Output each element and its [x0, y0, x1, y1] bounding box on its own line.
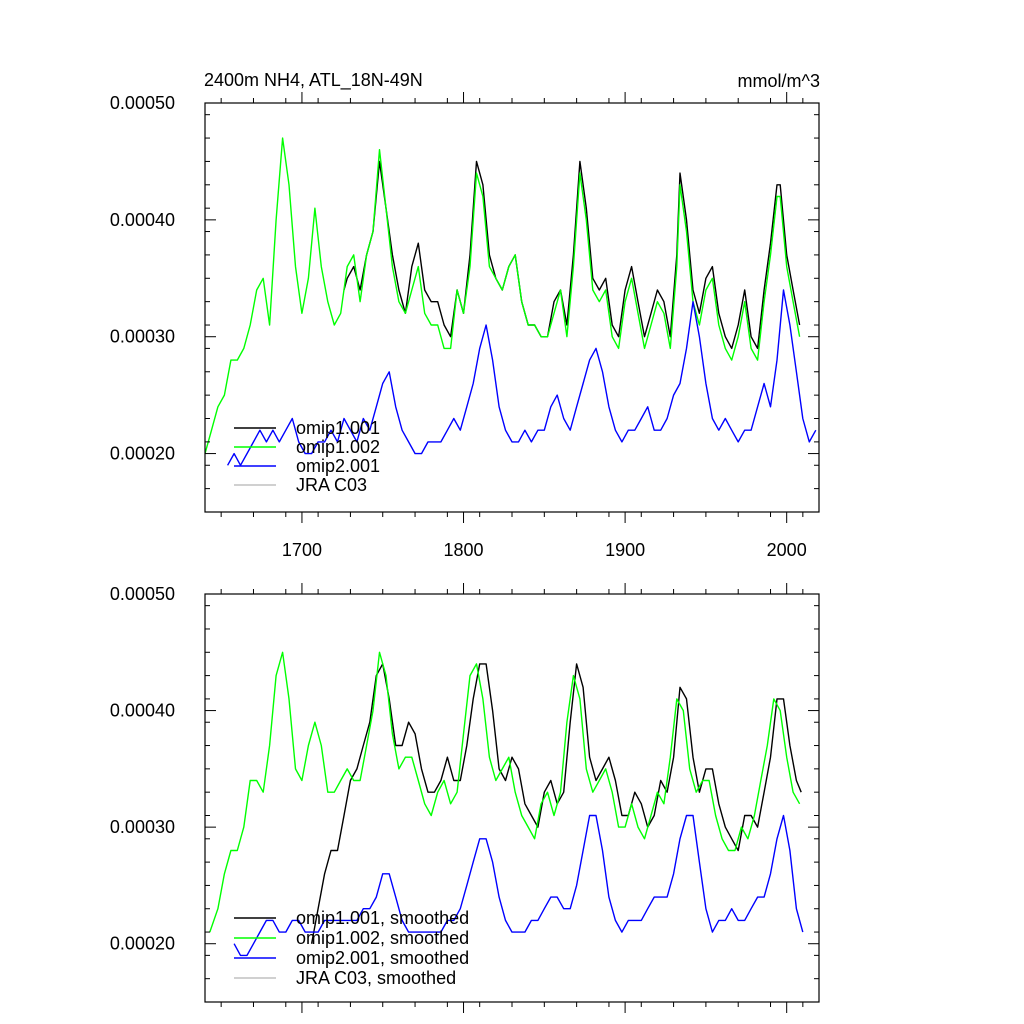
top-panel-title: 2400m NH4, ATL_18N-49N [204, 70, 423, 91]
y-tick-label: 0.00050 [110, 93, 175, 113]
series-line-0 [310, 663, 802, 944]
x-tick-label: 1700 [282, 540, 322, 560]
y-tick-label: 0.00020 [110, 934, 175, 954]
legend-label: omip2.001 [296, 456, 380, 476]
legend-label: omip2.001, smoothed [296, 948, 469, 968]
series-line-1 [204, 137, 801, 454]
y-tick-label: 0.00040 [110, 701, 175, 721]
y-tick-label: 0.00050 [110, 584, 175, 604]
y-tick-label: 0.00020 [110, 444, 175, 464]
y-tick-label: 0.00030 [110, 817, 175, 837]
legend-label: JRA C03 [296, 475, 367, 495]
y-tick-label: 0.00040 [110, 210, 175, 230]
legend-label: omip1.001 [296, 418, 380, 438]
legend-label: omip1.001, smoothed [296, 908, 469, 928]
top-panel-units: mmol/m^3 [738, 71, 820, 91]
x-tick-label: 2000 [767, 540, 807, 560]
top-panel: 2400m NH4, ATL_18N-49N mmol/m^3 omip1.00… [110, 70, 820, 560]
y-tick-label: 0.00030 [110, 327, 175, 347]
series-line-2 [233, 814, 804, 957]
legend-label: JRA C03, smoothed [296, 968, 456, 988]
series-line-1 [209, 651, 801, 933]
series-line-0 [343, 160, 801, 350]
series-line-2 [226, 289, 817, 466]
legend-label: omip1.002, smoothed [296, 928, 469, 948]
x-tick-label: 1900 [605, 540, 645, 560]
x-tick-label: 1800 [444, 540, 484, 560]
legend-label: omip1.002 [296, 437, 380, 457]
